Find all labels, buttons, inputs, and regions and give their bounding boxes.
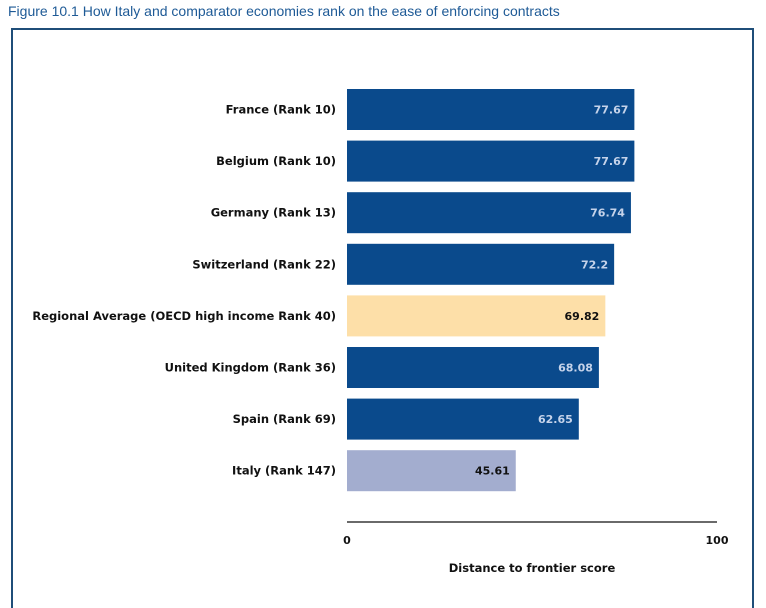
value-label-belgium-rank-10: 77.67 bbox=[594, 155, 629, 168]
chart-frame bbox=[11, 28, 754, 608]
value-labels-group: 77.67 77.67 76.74 72.2 69.82 68.08 62.65 45.61 bbox=[475, 104, 628, 478]
value-label-united-kingdom-rank-36: 68.08 bbox=[558, 362, 593, 375]
category-label-france-rank-10: France (Rank 10) bbox=[226, 103, 336, 117]
figure-title: Figure 10.1 How Italy and comparator eco… bbox=[8, 3, 560, 19]
category-label-united-kingdom-rank-36: United Kingdom (Rank 36) bbox=[165, 361, 336, 375]
category-labels-group: France (Rank 10) Belgium (Rank 10) Germany… bbox=[32, 103, 336, 478]
value-label-regional-average-oecd-high-income-rank-40: 69.82 bbox=[565, 310, 600, 323]
bar-regional-average-oecd-high-income-rank-40 bbox=[347, 295, 606, 337]
bar-italy-rank-147 bbox=[347, 450, 516, 492]
x-tick-labels-group: 0 100 bbox=[343, 534, 729, 547]
category-label-italy-rank-147: Italy (Rank 147) bbox=[232, 464, 336, 478]
bar-germany-rank-13 bbox=[347, 192, 631, 234]
bar-switzerland-rank-22 bbox=[347, 243, 615, 285]
bar-belgium-rank-10 bbox=[347, 140, 635, 182]
bar-france-rank-10 bbox=[347, 89, 635, 130]
x-tick-label-0: 0 bbox=[343, 534, 351, 547]
category-label-belgium-rank-10: Belgium (Rank 10) bbox=[216, 154, 336, 168]
category-label-spain-rank-69: Spain (Rank 69) bbox=[233, 412, 336, 426]
bar-spain-rank-69 bbox=[347, 398, 579, 440]
category-label-germany-rank-13: Germany (Rank 13) bbox=[211, 206, 336, 220]
value-label-france-rank-10: 77.67 bbox=[594, 104, 629, 117]
bar-united-kingdom-rank-36 bbox=[347, 347, 599, 388]
value-label-spain-rank-69: 62.65 bbox=[538, 413, 573, 426]
x-axis-title: Distance to frontier score bbox=[449, 561, 616, 575]
category-label-regional-average-oecd-high-income-rank-40: Regional Average (OECD high income Rank … bbox=[32, 309, 336, 323]
value-label-italy-rank-147: 45.61 bbox=[475, 465, 510, 478]
bars-group bbox=[347, 89, 635, 492]
value-label-switzerland-rank-22: 72.2 bbox=[581, 258, 608, 271]
x-tick-label-100: 100 bbox=[706, 534, 729, 547]
category-label-switzerland-rank-22: Switzerland (Rank 22) bbox=[192, 257, 336, 271]
value-label-germany-rank-13: 76.74 bbox=[590, 207, 625, 220]
